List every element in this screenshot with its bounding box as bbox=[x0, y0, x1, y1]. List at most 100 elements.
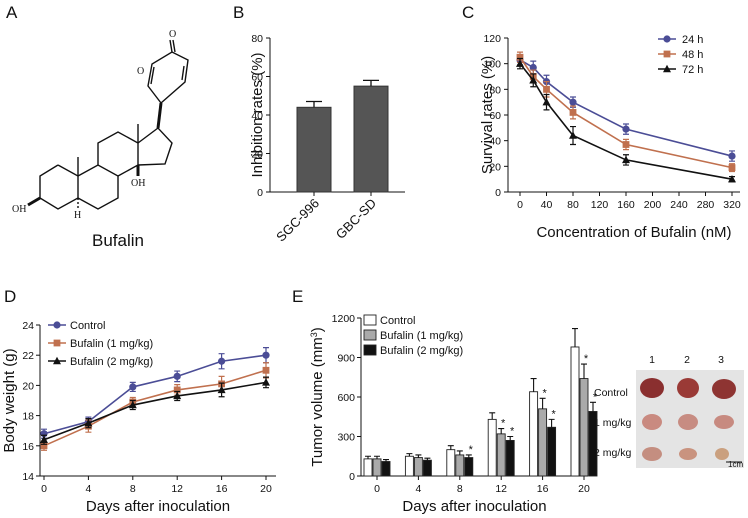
legend-marker bbox=[663, 35, 671, 43]
error-bar bbox=[548, 418, 555, 428]
y-tick-label: 20 bbox=[22, 380, 34, 392]
x-tick-label: 240 bbox=[670, 199, 688, 211]
error-bar bbox=[447, 445, 454, 450]
photo-col-3: 3 bbox=[718, 354, 724, 366]
x-tick-label: 200 bbox=[644, 199, 662, 211]
y-tick-label: 24 bbox=[22, 320, 34, 332]
bar bbox=[464, 457, 474, 477]
series-line bbox=[43, 369, 267, 447]
error-bar bbox=[365, 455, 371, 459]
error-bar bbox=[489, 412, 496, 420]
panel-label-c: C bbox=[462, 3, 474, 22]
data-point bbox=[217, 385, 226, 394]
x-tick-label: 8 bbox=[130, 483, 136, 495]
photo-row-1mg: 1 mg/kg bbox=[594, 417, 632, 429]
x-tick-label: 40 bbox=[541, 199, 553, 211]
bar bbox=[381, 461, 391, 477]
error-bar bbox=[424, 457, 431, 461]
bar bbox=[422, 459, 432, 477]
error-bar bbox=[465, 454, 472, 458]
x-tick-label: SGC-996 bbox=[273, 196, 322, 245]
error-bar bbox=[590, 401, 596, 412]
tumor-photo-panel: 1 2 3 Control 1 mg/kg 2 mg/kg 1cm bbox=[594, 354, 744, 469]
bar bbox=[455, 454, 465, 477]
data-point bbox=[129, 383, 137, 391]
bar bbox=[496, 433, 506, 477]
error-bar bbox=[374, 455, 380, 459]
legend-marker bbox=[663, 64, 671, 73]
y-tick-label: 900 bbox=[337, 353, 355, 365]
x-tick-label: 12 bbox=[171, 483, 183, 495]
photo-col-2: 2 bbox=[684, 354, 690, 366]
panel-d: D bbox=[4, 287, 16, 306]
data-point bbox=[516, 59, 524, 67]
x-tick-label: 160 bbox=[617, 199, 635, 211]
legend-label: Bufalin (2 mg/kg) bbox=[380, 345, 463, 357]
x-tick-label: GBC-SD bbox=[333, 196, 379, 242]
y-tick-label: 20 bbox=[251, 149, 263, 161]
chart-c: 0 20 40 60 80 100 120 0 40 80 120 160 200 240 280 320 24… bbox=[479, 33, 741, 241]
significance-star: * bbox=[584, 353, 589, 365]
scale-bar-label: 1cm bbox=[728, 460, 743, 469]
data-point bbox=[529, 63, 537, 72]
legend-label: 24 h bbox=[682, 34, 703, 46]
y-tick-label: 40 bbox=[251, 110, 263, 122]
data-point bbox=[516, 53, 524, 61]
panel-b: B bbox=[233, 3, 244, 22]
data-point bbox=[542, 97, 551, 106]
legend-label: Bufalin (1 mg/kg) bbox=[380, 330, 463, 342]
data-point bbox=[728, 174, 736, 183]
legend-label: Control bbox=[70, 320, 105, 332]
panel-label-e: E bbox=[292, 287, 303, 306]
significance-star: * bbox=[593, 391, 598, 403]
y-tick-label: 1200 bbox=[332, 313, 356, 325]
panel-e: E bbox=[292, 287, 303, 306]
data-point bbox=[262, 351, 270, 359]
error-bar bbox=[498, 428, 505, 434]
error-bar bbox=[363, 79, 379, 87]
error-bar bbox=[530, 378, 537, 392]
chart-d: 14 16 18 20 22 24 0 4 8 12 16 20 Control Bufalin (1 m… bbox=[1, 320, 276, 515]
y-tick-label: 120 bbox=[483, 33, 501, 45]
x-tick-label: 4 bbox=[85, 483, 91, 495]
bar bbox=[547, 426, 557, 477]
y-axis-title: Tumor volume (mm3) bbox=[309, 327, 326, 466]
data-point bbox=[173, 372, 181, 380]
data-point bbox=[173, 386, 181, 394]
error-bar bbox=[383, 458, 389, 462]
x-tick-label: 8 bbox=[457, 483, 463, 495]
data-point bbox=[84, 418, 93, 427]
bar bbox=[505, 440, 515, 477]
y-tick-label: 0 bbox=[495, 187, 501, 199]
series-line bbox=[519, 63, 733, 180]
panel-label-a: A bbox=[6, 3, 18, 22]
tumor-2mg-1 bbox=[642, 447, 662, 461]
legend-swatch bbox=[363, 329, 377, 341]
tumor-2mg-3 bbox=[715, 448, 729, 460]
bar bbox=[570, 346, 580, 477]
data-point bbox=[262, 366, 270, 374]
x-tick-label: 0 bbox=[517, 199, 523, 211]
data-point bbox=[728, 152, 736, 160]
x-tick-label: 120 bbox=[591, 199, 609, 211]
legend-marker bbox=[663, 50, 671, 58]
atom-hydroxyl-c14: OH bbox=[131, 178, 145, 189]
series-line bbox=[43, 354, 267, 435]
error-bar bbox=[456, 450, 463, 455]
bar bbox=[372, 458, 382, 477]
error-bar bbox=[539, 397, 546, 409]
photo-row-control: Control bbox=[594, 387, 628, 399]
tumor-control-3 bbox=[712, 379, 736, 399]
panel-label-b: B bbox=[233, 3, 244, 22]
x-tick-label: 20 bbox=[578, 483, 590, 495]
legend-label: Bufalin (1 mg/kg) bbox=[70, 338, 153, 350]
y-tick-label: 22 bbox=[22, 350, 34, 362]
x-tick-label: 320 bbox=[723, 199, 741, 211]
x-tick-label: 80 bbox=[567, 199, 579, 211]
data-point bbox=[40, 435, 48, 443]
y-tick-label: 300 bbox=[337, 432, 355, 444]
x-axis-title: Concentration of Bufalin (nM) bbox=[536, 224, 731, 241]
y-tick-label: 60 bbox=[489, 110, 501, 122]
panel-c: C bbox=[462, 3, 474, 22]
